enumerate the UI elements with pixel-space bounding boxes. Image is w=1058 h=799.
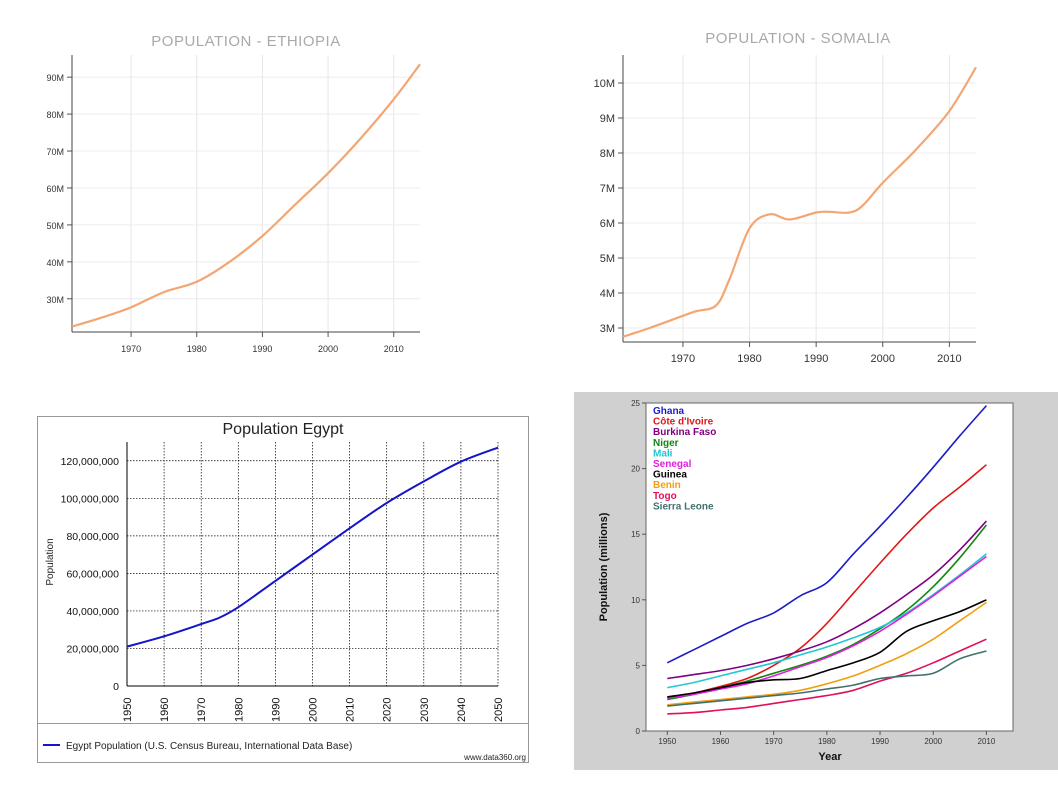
egypt-y-tick-label: 100,000,000	[61, 493, 120, 505]
west-africa-line-c-te-d-ivoire	[667, 464, 987, 698]
west-africa-x-tick-label: 2000	[924, 737, 942, 746]
ethiopia-y-tick-label: 90M	[46, 73, 64, 83]
ethiopia-chart-svg: POPULATION - ETHIOPIA 1970 1980 1990 2000 20…	[46, 33, 421, 354]
egypt-source-label: www.data360.org	[463, 753, 526, 762]
west-africa-legend-niger: Niger	[653, 438, 679, 449]
egypt-x-tick-label: 2010	[345, 698, 357, 722]
egypt-x-tick-label: 2040	[456, 698, 468, 722]
west-africa-chart-svg: Year Population (millions) 1950 1960 1970 1…	[574, 392, 1058, 770]
ethiopia-population-line	[71, 63, 421, 328]
somalia-chart-title: POPULATION - SOMALIA	[705, 30, 891, 47]
ethiopia-y-tick-label: 60M	[46, 184, 64, 194]
west-africa-line-burkina-faso	[667, 520, 987, 680]
ethiopia-chart-title: POPULATION - ETHIOPIA	[151, 33, 340, 50]
west-africa-y-tick-label: 15	[631, 530, 640, 539]
ethiopia-x-tick-label: 2000	[318, 344, 338, 354]
west-africa-x-tick-label: 1950	[658, 737, 676, 746]
egypt-population-line	[126, 446, 499, 648]
west-africa-legend-mali: Mali	[653, 448, 673, 459]
west-africa-line-sierra-leone	[667, 650, 987, 707]
west-africa-x-tick-label: 1960	[712, 737, 730, 746]
ethiopia-y-tick-label: 70M	[46, 147, 64, 157]
egypt-chart-title: Population Egypt	[223, 421, 345, 438]
west-africa-line-senegal	[667, 555, 987, 699]
somalia-y-tick-label: 7M	[600, 183, 615, 195]
west-africa-x-tick-label: 1980	[818, 737, 836, 746]
egypt-x-tick-label: 1960	[159, 698, 171, 722]
west-africa-line-mali	[667, 553, 987, 689]
ethiopia-x-tick-label: 1980	[187, 344, 207, 354]
somalia-y-tick-label: 10M	[594, 78, 615, 90]
somalia-y-tick-label: 5M	[600, 253, 615, 265]
west-africa-y-tick-label: 10	[631, 596, 640, 605]
west-africa-legend-senegal: Senegal	[653, 459, 692, 470]
egypt-y-axis-label: Population	[45, 538, 56, 585]
ethiopia-y-tick-label: 30M	[46, 295, 64, 305]
egypt-x-tick-label: 2000	[308, 698, 320, 722]
egypt-x-tick-label: 2020	[382, 698, 394, 722]
egypt-x-tick-label: 2030	[419, 698, 431, 722]
egypt-legend-label: Egypt Population (U.S. Census Bureau, In…	[66, 741, 352, 752]
west-africa-line-togo	[667, 638, 987, 715]
west-africa-legend-benin: Benin	[653, 480, 681, 491]
west-africa-x-tick-label: 1970	[765, 737, 783, 746]
somalia-x-tick-label: 1990	[804, 353, 828, 365]
somalia-population-line	[622, 66, 977, 338]
egypt-x-tick-label: 1980	[233, 698, 245, 722]
west-africa-x-tick-label: 1990	[871, 737, 889, 746]
somalia-population-chart: POPULATION - SOMALIA 1970 1980 1990 2000 201…	[529, 0, 1058, 380]
egypt-y-tick-label: 40,000,000	[66, 606, 119, 618]
ethiopia-population-chart: POPULATION - ETHIOPIA 1970 1980 1990 2000 20…	[0, 0, 529, 380]
somalia-x-tick-label: 2010	[937, 353, 961, 365]
egypt-chart-frame	[37, 416, 529, 763]
ethiopia-x-tick-label: 1970	[121, 344, 141, 354]
west-africa-line-guinea	[667, 599, 987, 698]
egypt-y-tick-label: 80,000,000	[66, 531, 119, 543]
egypt-y-tick-label: 60,000,000	[66, 568, 119, 580]
west-africa-y-tick-label: 5	[636, 661, 641, 670]
egypt-y-tick-label: 20,000,000	[66, 643, 119, 655]
west-africa-legend-sierra-leone: Sierra Leone	[653, 501, 714, 512]
somalia-x-tick-label: 2000	[871, 353, 895, 365]
egypt-population-chart: Population Egypt Population Egypt Popula…	[0, 380, 545, 794]
west-africa-legend-togo: Togo	[653, 491, 677, 502]
egypt-chart-svg: Population Egypt Population Egypt Popula…	[37, 416, 529, 763]
west-africa-y-tick-label: 0	[636, 727, 641, 736]
west-africa-y-tick-label: 25	[631, 399, 640, 408]
somalia-x-tick-label: 1980	[737, 353, 761, 365]
west-africa-population-chart: Year Population (millions) 1950 1960 1970 1…	[545, 380, 1058, 794]
ethiopia-y-tick-label: 40M	[46, 258, 64, 268]
somalia-y-tick-label: 4M	[600, 288, 615, 300]
ethiopia-y-tick-label: 80M	[46, 110, 64, 120]
west-africa-line-benin	[667, 601, 987, 706]
west-africa-legend-ghana: Ghana	[653, 406, 685, 417]
egypt-x-tick-label: 1990	[270, 698, 282, 722]
ethiopia-x-tick-label: 1990	[252, 344, 272, 354]
west-africa-plot-border	[645, 402, 1014, 732]
west-africa-x-axis-label: Year	[818, 751, 842, 763]
somalia-y-tick-label: 9M	[600, 113, 615, 125]
west-africa-legend-c-te-d-ivoire: Côte d'Ivoire	[653, 417, 714, 428]
somalia-y-tick-label: 8M	[600, 148, 615, 160]
somalia-chart-svg: POPULATION - SOMALIA 1970 1980 1990 2000 201…	[594, 30, 977, 365]
west-africa-y-axis-label: Population (millions)	[598, 512, 610, 621]
west-africa-x-tick-label: 2010	[978, 737, 996, 746]
somalia-y-tick-label: 6M	[600, 218, 615, 230]
egypt-y-tick-label: 0	[113, 681, 119, 693]
west-africa-line-ghana	[666, 405, 988, 664]
somalia-x-tick-label: 1970	[671, 353, 695, 365]
west-africa-legend-burkina-faso: Burkina Faso	[653, 427, 716, 438]
egypt-x-tick-label: 1950	[122, 698, 134, 722]
somalia-y-tick-label: 3M	[600, 323, 615, 335]
west-africa-legend-guinea: Guinea	[653, 470, 687, 481]
west-africa-y-tick-label: 20	[631, 465, 640, 474]
egypt-x-tick-label: 2050	[493, 698, 505, 722]
ethiopia-x-tick-label: 2010	[384, 344, 404, 354]
west-africa-plot-area	[646, 403, 1013, 731]
ethiopia-y-tick-label: 50M	[46, 221, 64, 231]
egypt-x-tick-label: 1970	[196, 698, 208, 722]
egypt-y-tick-label: 120,000,000	[61, 456, 120, 468]
